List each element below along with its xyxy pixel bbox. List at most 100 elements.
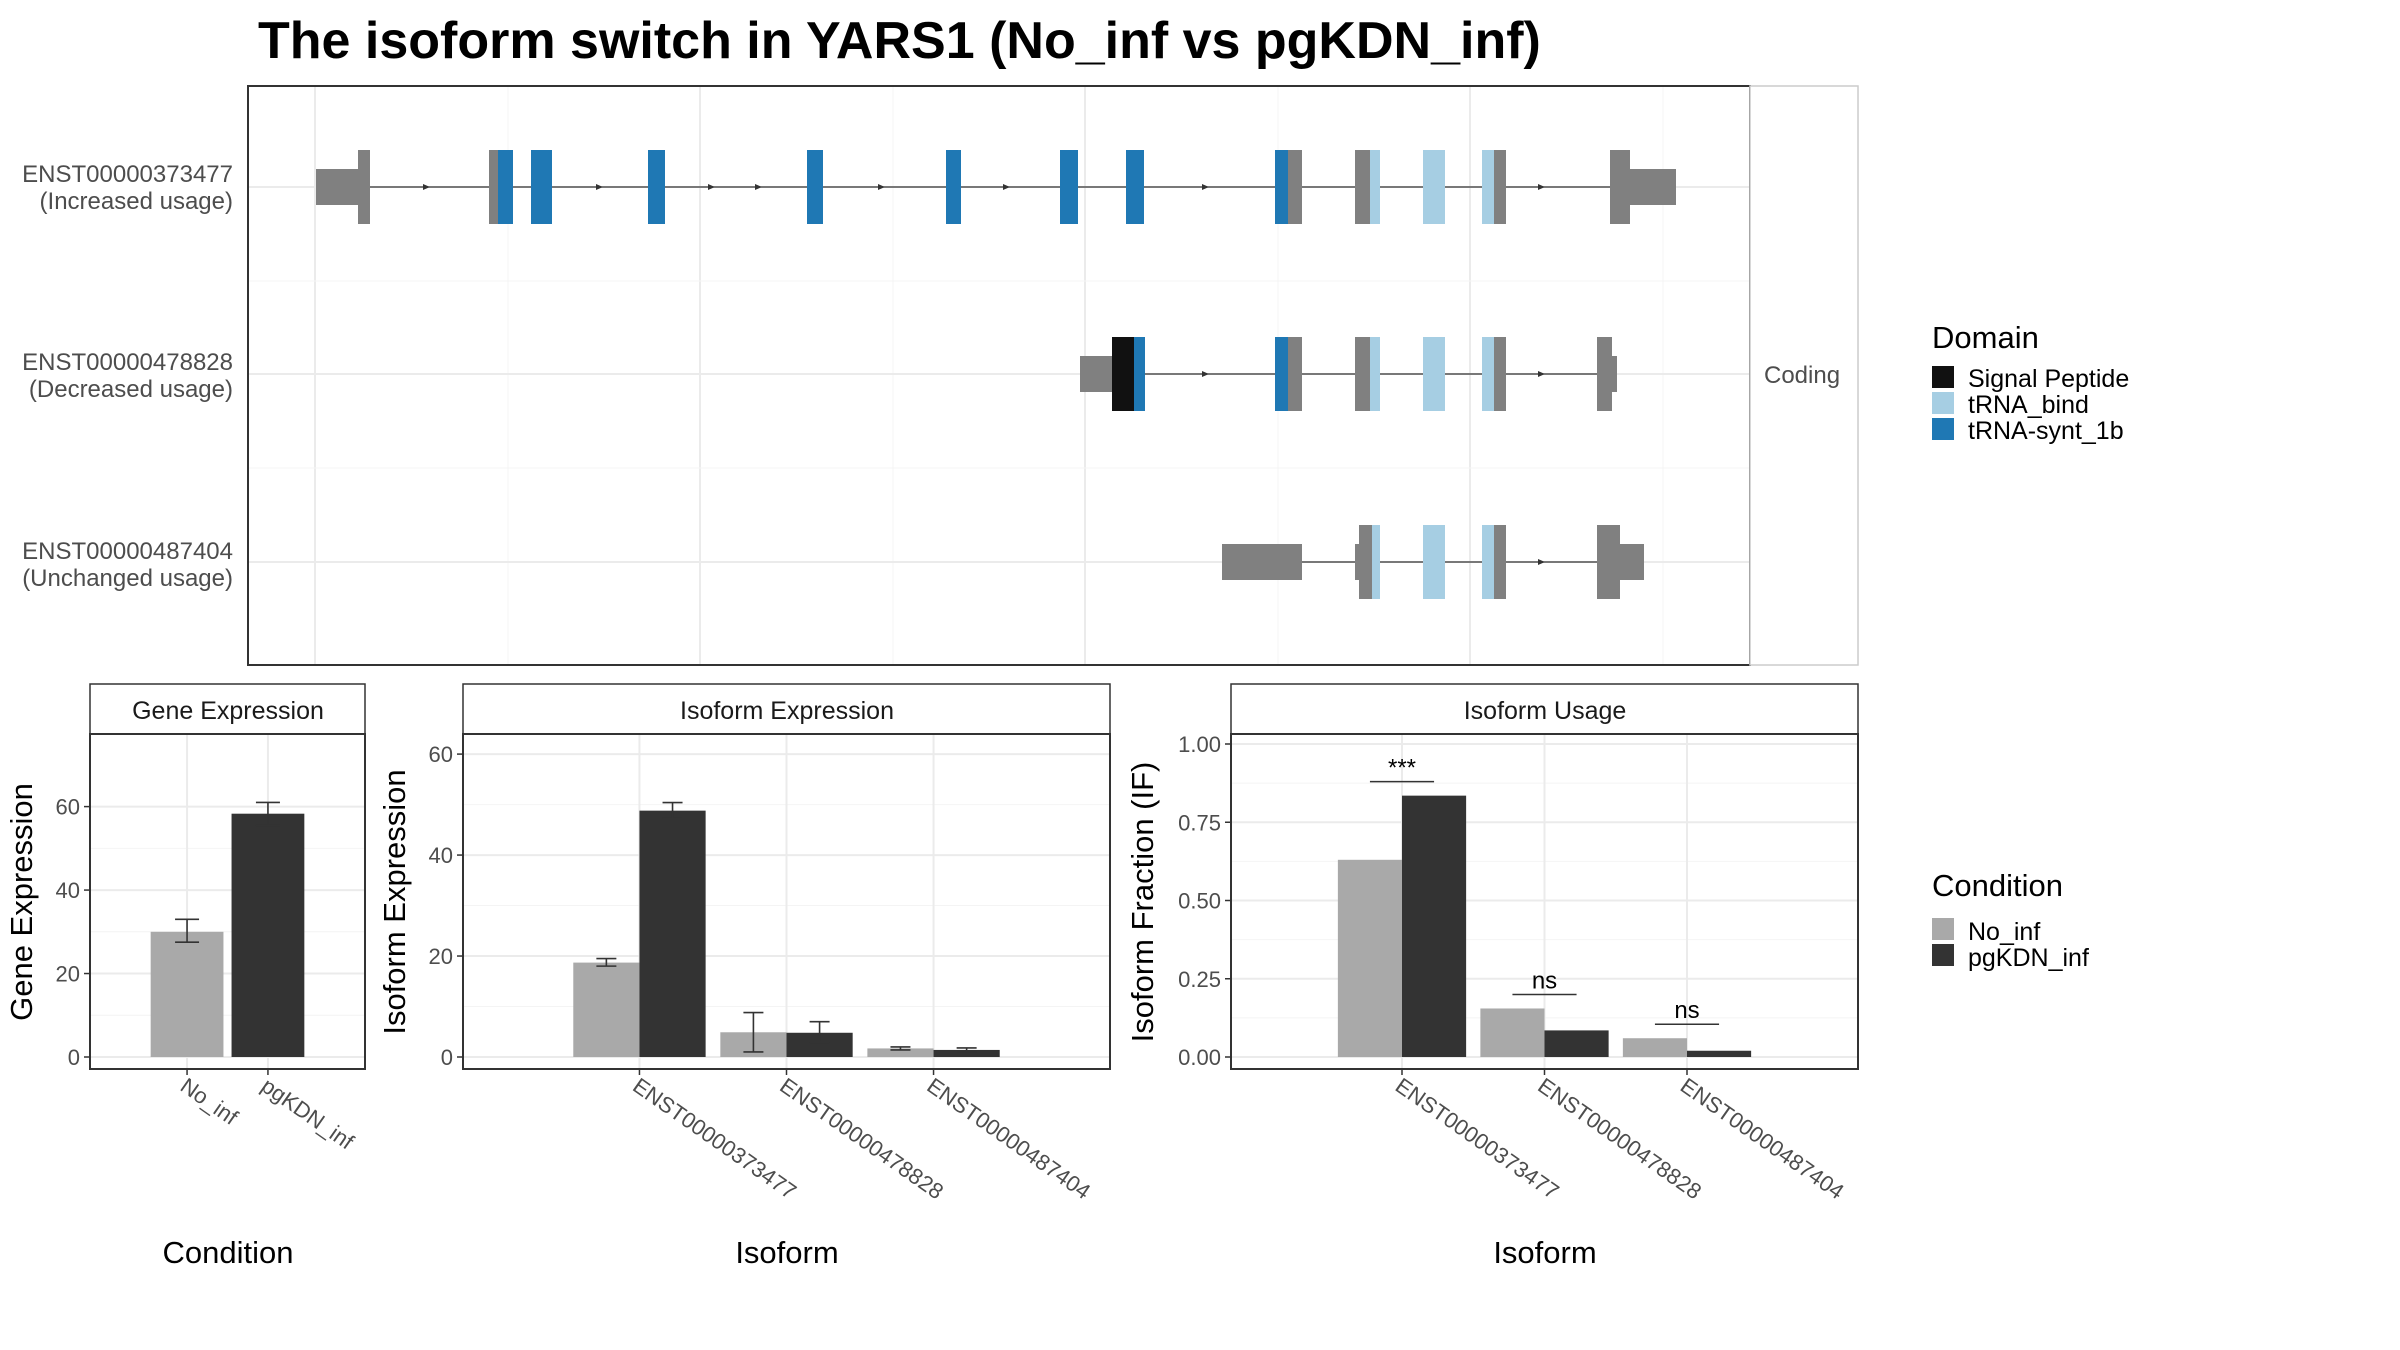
isoform-expression-gridlines (463, 734, 1110, 1069)
condition-legend: Condition No_inf pgKDN_inf (1932, 868, 2089, 972)
coding-exon (1597, 525, 1620, 599)
y-tick-label: 40 (56, 878, 80, 903)
direction-arrow (755, 184, 762, 190)
legend-swatch-trna-synt-1b (1932, 418, 1954, 440)
significance-label: ns (1674, 997, 1699, 1024)
gene-expression-bars (150, 801, 305, 1057)
error-bar (956, 1047, 977, 1053)
domain-trna-synt-1b (807, 150, 823, 224)
direction-arrow (878, 184, 885, 190)
legend-label-trna-bind: tRNA_bind (1968, 391, 2089, 419)
isoform-usage-x-ticks: ENST00000373477ENST00000478828ENST000004… (1391, 1069, 1849, 1204)
facet-strip (1749, 85, 1859, 666)
isoform-label-1-id: ENST00000373477 (22, 161, 233, 188)
coding-exon (1494, 337, 1506, 411)
isoform-usage-panel: Isoform Usage *** ns ns 0.00 0.25 0.50 0.75 1.… (1125, 683, 1859, 1270)
gene-expression-x-ticks: No_inf pgKDN_inf (176, 1069, 359, 1155)
bar-pgkdn-inf (933, 1049, 1000, 1057)
direction-arrow (1538, 371, 1545, 377)
direction-arrow (1538, 184, 1545, 190)
legend-label-pgkdn-inf: pgKDN_inf (1968, 944, 2089, 972)
coding-exon (1597, 337, 1612, 411)
legend-label-no-inf: No_inf (1968, 918, 2040, 946)
coding-exon (1359, 525, 1372, 599)
facet-label-coding: Coding (1764, 362, 1840, 389)
condition-legend-title: Condition (1932, 868, 2063, 903)
domain-trna-synt-1b (531, 150, 552, 224)
gene-expression-y-ticks: 0 20 40 60 (56, 795, 90, 1070)
bar-pgkdn-inf (639, 810, 706, 1057)
coding-exon (1355, 337, 1370, 411)
isoform-expression-y-axis-title: Isoform Expression (377, 769, 412, 1034)
gene-expression-plot-border (89, 733, 366, 1070)
figure-title: The isoform switch in YARS1 (No_inf vs p… (258, 12, 1541, 70)
isoform-label-3-id: ENST00000487404 (22, 538, 233, 565)
legend-label-signal-peptide: Signal Peptide (1968, 365, 2129, 393)
y-tick-label: 20 (56, 962, 80, 987)
utr-exon (1355, 544, 1360, 580)
domain-trna-synt-1b (498, 150, 513, 224)
utr-exon (1222, 544, 1302, 580)
legend-swatch-pgkdn-inf (1932, 944, 1954, 966)
domain-trna-bind (1423, 150, 1445, 224)
isoform-expression-strip (462, 683, 1111, 735)
domain-trna-bind (1370, 337, 1380, 411)
gene-expression-strip (89, 683, 366, 735)
structure-plot-area (248, 86, 1750, 665)
isoform-usage-y-axis-title: Isoform Fraction (IF) (1125, 762, 1160, 1043)
domain-trna-synt-1b (946, 150, 961, 224)
y-tick-label: 0.25 (1178, 967, 1221, 992)
legend-label-trna-synt-1b: tRNA-synt_1b (1968, 417, 2124, 445)
y-tick-label: 40 (429, 843, 453, 868)
domain-trna-bind (1482, 337, 1494, 411)
domain-trna-bind (1482, 525, 1494, 599)
error-bar (662, 801, 683, 820)
domain-trna-synt-1b (1275, 150, 1288, 224)
domain-trna-synt-1b (648, 150, 665, 224)
error-bar (809, 1020, 830, 1044)
error-bar (175, 918, 200, 944)
structure-tracks (316, 150, 1676, 599)
bar-pgkdn-inf (1544, 1030, 1609, 1057)
bar-no-inf (867, 1048, 934, 1057)
domain-trna-synt-1b (1060, 150, 1078, 224)
isoform-usage-y-ticks: 0.00 0.25 0.50 0.75 1.00 (1178, 732, 1231, 1070)
isoform-expression-bars (573, 801, 1000, 1057)
gene-expression-gridlines (90, 734, 365, 1069)
domain-trna-bind (1423, 337, 1445, 411)
coding-exon (1288, 150, 1302, 224)
x-tick-label: ENST00000487404 (922, 1073, 1095, 1204)
bar-pgkdn-inf (1687, 1050, 1752, 1057)
direction-arrow (596, 184, 603, 190)
y-tick-label: 0 (68, 1045, 80, 1070)
y-tick-label: 1.00 (1178, 732, 1221, 757)
legend-swatch-trna-bind (1932, 392, 1954, 414)
direction-arrow (1538, 559, 1545, 565)
direction-arrow (708, 184, 715, 190)
y-tick-label: 60 (429, 742, 453, 767)
isoform-expression-x-axis-title: Isoform (735, 1235, 838, 1270)
utr-exon (1620, 544, 1644, 580)
isoform-usage-significance: *** ns ns (1369, 755, 1720, 1025)
isoform-expression-panel: Isoform Expression 0 20 40 60 ENST000003734… (377, 683, 1111, 1270)
coding-exon (1355, 150, 1370, 224)
isoform-label-2-usage: (Decreased usage) (29, 376, 233, 403)
utr-exon (1080, 356, 1115, 392)
isoform-track-1 (316, 150, 1676, 224)
direction-arrow (423, 184, 430, 190)
isoform-label-1-usage: (Increased usage) (40, 188, 233, 215)
y-tick-label: 0.00 (1178, 1045, 1221, 1070)
domain-trna-bind (1482, 150, 1494, 224)
bar-no-inf (573, 962, 640, 1057)
direction-arrow (1202, 371, 1209, 377)
isoform-label-3-usage: (Unchanged usage) (22, 565, 233, 592)
isoform-expression-x-ticks: ENST00000373477ENST00000478828ENST000004… (628, 1069, 1095, 1204)
x-tick-label: pgKDN_inf (257, 1073, 359, 1155)
coding-exon (1494, 150, 1506, 224)
domain-trna-bind (1372, 525, 1380, 599)
utr-exon (1630, 169, 1676, 205)
y-tick-label: 0 (441, 1045, 453, 1070)
domain-legend: Domain Signal Peptide tRNA_bind tRNA-syn… (1932, 320, 2129, 445)
structure-panel: Coding ENST00000373477 (Increased usage)… (22, 85, 1859, 666)
